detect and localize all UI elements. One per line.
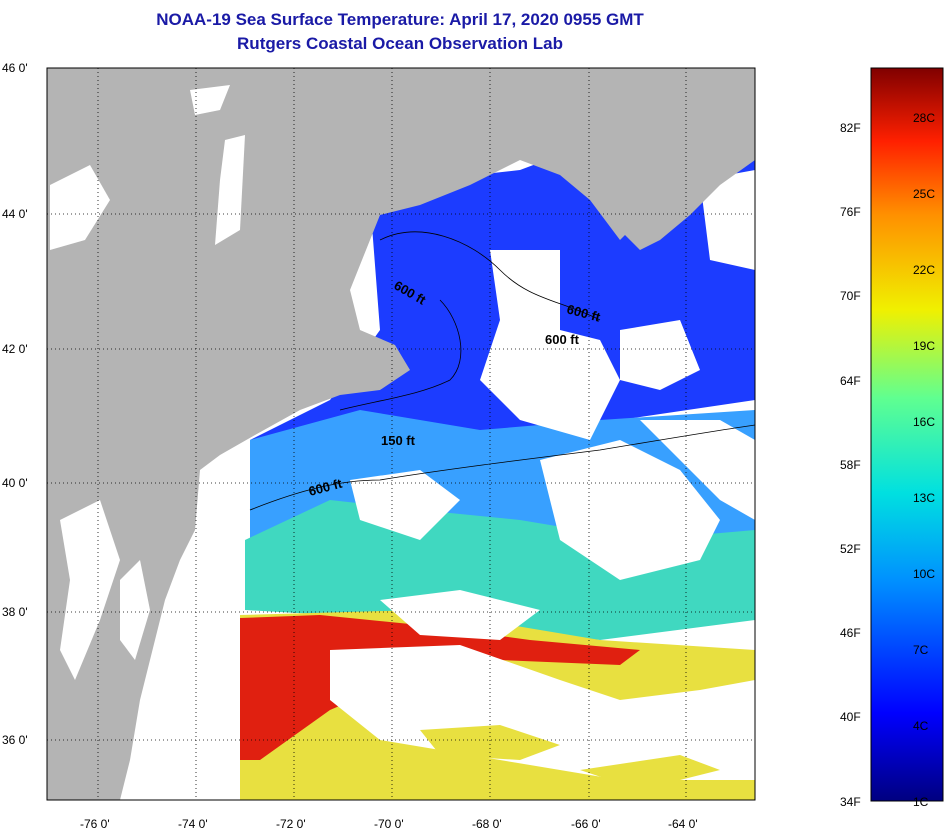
colorbar-c-label: 13C xyxy=(913,491,935,505)
map-area xyxy=(47,68,755,800)
lon-tick-label: -66 0' xyxy=(571,817,601,831)
colorbar-gradient xyxy=(870,67,944,802)
colorbar-c-label: 10C xyxy=(913,567,935,581)
colorbar-c-label: 1C xyxy=(913,795,929,809)
colorbar-c-label: 7C xyxy=(913,643,929,657)
colorbar-f-label: 46F xyxy=(840,626,861,640)
map-title: NOAA-19 Sea Surface Temperature: April 1… xyxy=(156,10,644,29)
colorbar-c-label: 22C xyxy=(913,263,935,277)
colorbar-c-label: 28C xyxy=(913,111,935,125)
slope-water-region xyxy=(245,500,755,640)
map-subtitle: Rutgers Coastal Ocean Observation Lab xyxy=(237,34,563,53)
colorbar-c-label: 4C xyxy=(913,719,929,733)
colorbar-f-label: 82F xyxy=(840,121,861,135)
lat-tick-label: 40 0' xyxy=(2,476,28,490)
lat-tick-label: 46 0' xyxy=(2,61,28,75)
lon-tick-label: -64 0' xyxy=(668,817,698,831)
colorbar-c-label: 16C xyxy=(913,415,935,429)
colorbar-c-label: 25C xyxy=(913,187,935,201)
colorbar-f-label: 64F xyxy=(840,374,861,388)
latitude-axis: 46 0' 44 0' 42 0' 40 0' 38 0' 36 0' xyxy=(2,61,28,747)
lon-tick-label: -74 0' xyxy=(178,817,208,831)
colorbar-f-label: 76F xyxy=(840,205,861,219)
lon-tick-label: -76 0' xyxy=(80,817,110,831)
colorbar-f-label: 52F xyxy=(840,542,861,556)
colorbar-f-label: 40F xyxy=(840,710,861,724)
temperature-colorbar: 82F 76F 70F 64F 58F 52F 46F 40F 34F 28C … xyxy=(840,67,944,809)
nova-scotia-land xyxy=(600,105,755,250)
land-mass xyxy=(47,68,755,800)
lat-tick-label: 42 0' xyxy=(2,342,28,356)
colorbar-f-label: 58F xyxy=(840,458,861,472)
lon-tick-label: -68 0' xyxy=(472,817,502,831)
lon-tick-label: -72 0' xyxy=(276,817,306,831)
lat-tick-label: 36 0' xyxy=(2,733,28,747)
colorbar-f-label: 70F xyxy=(840,289,861,303)
map-frame xyxy=(46,67,756,801)
contour-label: 600 ft xyxy=(545,332,580,347)
contour-label: 150 ft xyxy=(381,433,416,448)
longitude-axis: -76 0' -74 0' -72 0' -70 0' -68 0' -66 0… xyxy=(80,817,698,831)
lat-tick-label: 38 0' xyxy=(2,605,28,619)
colorbar-c-label: 19C xyxy=(913,339,935,353)
lat-tick-label: 44 0' xyxy=(2,207,28,221)
lon-tick-label: -70 0' xyxy=(374,817,404,831)
colorbar-f-label: 34F xyxy=(840,795,861,809)
cloud-cover xyxy=(330,170,755,780)
